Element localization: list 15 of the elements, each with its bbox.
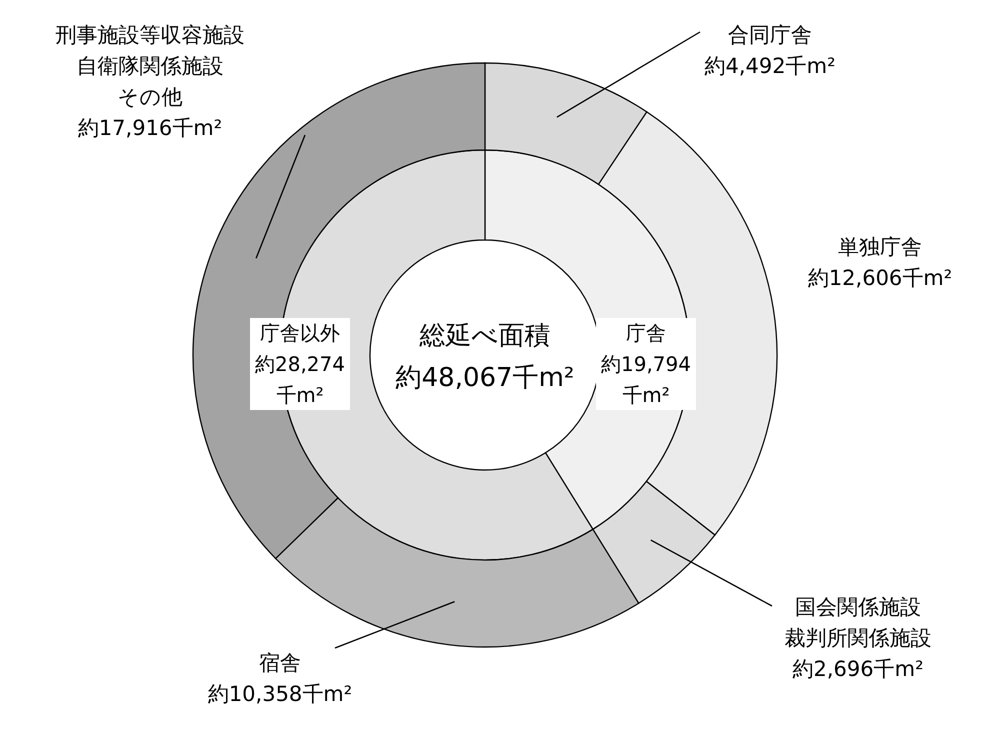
slice-label: 刑事施設等収容施設自衛隊関係施設その他 bbox=[56, 23, 244, 109]
data-label: 約2,696千m² bbox=[792, 657, 924, 681]
text: 総延べ面積約48,067千m² bbox=[396, 321, 574, 393]
slice-label: 庁舎以外 bbox=[260, 321, 340, 345]
data-label: 約4,492千m² bbox=[704, 54, 836, 78]
slice-label: 庁舎 bbox=[626, 321, 666, 345]
slice-label: 宿舎 bbox=[259, 651, 301, 675]
slice-label: 単独庁舎 bbox=[838, 235, 922, 259]
data-label: 約19,794千m² bbox=[601, 352, 691, 407]
data-label: 約17,916千m² bbox=[78, 116, 222, 140]
data-label: 約28,274千m² bbox=[255, 352, 345, 407]
slice-label: 合同庁舎 bbox=[728, 23, 812, 47]
slice-label: 国会関係施設裁判所関係施設 bbox=[784, 595, 932, 650]
data-label: 約12,606千m² bbox=[808, 266, 952, 290]
data-label: 約10,358千m² bbox=[208, 682, 352, 706]
